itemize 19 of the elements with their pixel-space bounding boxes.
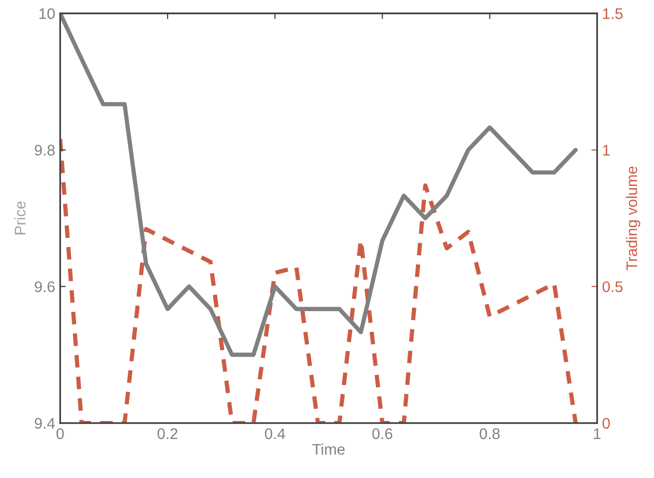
y-axis-title: Price — [14, 201, 26, 234]
x-tick-label: 1 — [594, 428, 601, 439]
y2-tick-label: 0 — [602, 418, 610, 429]
x-tick-label: 0.8 — [480, 428, 500, 440]
x-tick-label: 0 — [56, 428, 64, 440]
y-tick-label: 9.4 — [34, 418, 55, 429]
y-tick-label: 10 — [39, 8, 55, 20]
y-tick-label: 9.8 — [34, 144, 55, 156]
y2-tick-label: 1.5 — [603, 8, 623, 20]
line-series — [60, 13, 578, 357]
x-tick-label: 0.4 — [264, 428, 286, 440]
y2-tick-label: 1 — [603, 144, 610, 156]
x-tick-label: 0.2 — [158, 428, 178, 440]
x-tick-label: 0.6 — [372, 428, 392, 440]
y-tick-label: 9.6 — [34, 281, 55, 292]
line-series — [60, 136, 578, 424]
x-axis-title: Time — [312, 444, 345, 455]
y2-axis-title: Trading volume — [626, 166, 640, 270]
y2-tick-label: 0.5 — [602, 281, 623, 292]
